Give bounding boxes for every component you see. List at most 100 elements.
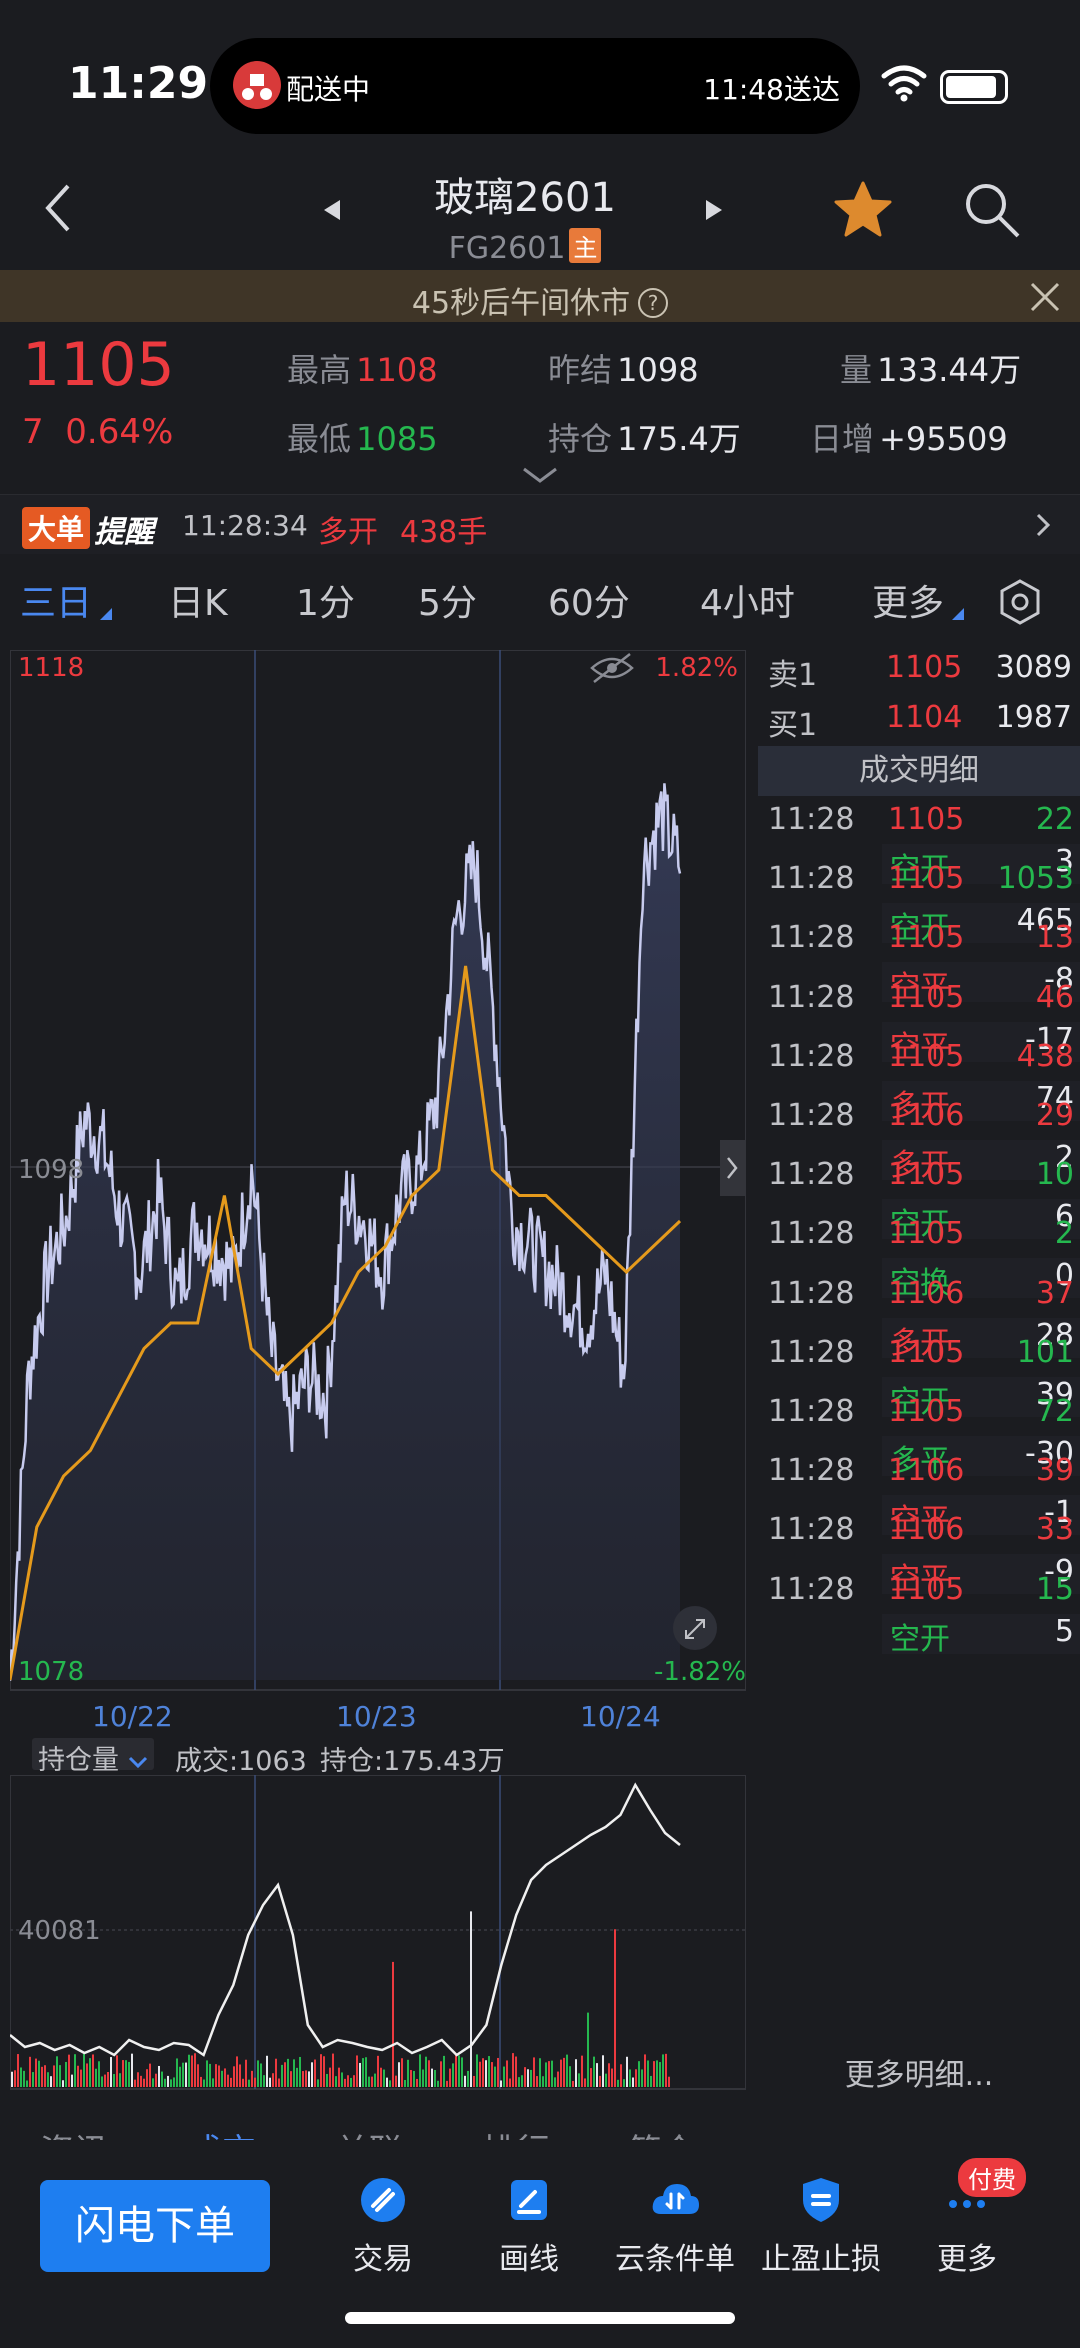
dynamic-island[interactable]: 配送中 11:48送达 xyxy=(210,38,860,134)
y-axis-high: 1118 xyxy=(18,653,84,683)
indicator-select[interactable]: 持仓量 xyxy=(32,1738,154,1776)
tab-5min[interactable]: 5分 xyxy=(418,583,477,624)
chevron-down-icon[interactable] xyxy=(522,465,558,485)
sell1-price: 1105 xyxy=(886,650,963,685)
trade-row: 11:28 1105 13 空平 -8 xyxy=(758,916,1080,1005)
cloud-order-button[interactable]: 云条件单 xyxy=(605,2176,745,2278)
sell1-row: 卖1 1105 3089 xyxy=(758,650,1080,700)
notice-text: 45秒后午间休市? xyxy=(0,278,1080,322)
trade-kind: 空开 xyxy=(890,911,950,947)
search-icon[interactable] xyxy=(962,180,1022,240)
trade-detail-header[interactable]: 成交明细 xyxy=(758,746,1080,796)
fullscreen-icon[interactable] xyxy=(673,1606,717,1650)
trade-volume: 39 xyxy=(1035,1453,1074,1489)
low-value: 1085 xyxy=(356,420,438,458)
trade-oi-change: 5 xyxy=(1054,1613,1074,1649)
period-tabs: 三日 日K 1分 5分 60分 4小时 更多 xyxy=(0,564,1080,640)
tab-1min[interactable]: 1分 xyxy=(296,583,355,624)
trade-row: 11:28 1106 37 多开 28 xyxy=(758,1272,1080,1361)
help-icon[interactable]: ? xyxy=(638,288,669,318)
draw-line-label: 画线 xyxy=(499,2242,559,2277)
stop-profit-loss-button[interactable]: 止盈止损 xyxy=(751,2176,891,2278)
trade-price: 1105 xyxy=(888,1334,965,1370)
main-contract-badge: 主 xyxy=(569,228,602,263)
back-icon[interactable] xyxy=(40,180,76,236)
trade-time: 11:28 xyxy=(768,1098,855,1133)
sub-axis-label: 40081 xyxy=(18,1916,101,1946)
more-button[interactable]: 更多 xyxy=(897,2176,1037,2278)
trade-oi-change: 74 xyxy=(1035,1080,1074,1116)
home-indicator[interactable] xyxy=(345,2312,735,2324)
trade-icon xyxy=(361,2178,405,2222)
tab-daily-k[interactable]: 日K xyxy=(168,583,228,624)
high-field: 最高 1108 xyxy=(287,345,438,391)
tab-dropdown-marker xyxy=(100,608,112,620)
delivery-icon xyxy=(233,61,281,109)
close-icon[interactable] xyxy=(1030,282,1060,312)
sub-oi-text: 持仓:175.43万 xyxy=(320,1746,505,1777)
more-label: 更多 xyxy=(937,2242,997,2277)
indicator-select-label: 持仓量 xyxy=(38,1745,119,1776)
chevron-right-icon[interactable] xyxy=(1036,513,1050,537)
trade-kind: 空开 xyxy=(890,852,950,887)
next-contract-icon[interactable] xyxy=(704,198,724,222)
trade-label: 交易 xyxy=(353,2242,413,2277)
tab-more[interactable]: 更多 xyxy=(872,583,945,624)
change-percent: 0.64% xyxy=(65,412,174,452)
trade-oi-change: 2 xyxy=(1054,1140,1074,1175)
trade-oi-change: -9 xyxy=(1044,1554,1074,1590)
open-interest-value: 175.4万 xyxy=(617,420,741,458)
trade-volume: 72 xyxy=(1035,1394,1074,1429)
hide-eye-icon[interactable] xyxy=(590,653,634,683)
trade-button[interactable]: 交易 xyxy=(313,2176,453,2278)
prev-contract-icon[interactable] xyxy=(322,198,342,222)
sell1-volume: 3089 xyxy=(995,650,1072,685)
daily-inc-field: 日增 +95509 xyxy=(810,414,1008,460)
buy1-row: 买1 1104 1987 xyxy=(758,700,1080,750)
buy1-price: 1104 xyxy=(886,700,963,735)
volume-value: 133.44万 xyxy=(877,351,1022,389)
tab-4hour[interactable]: 4小时 xyxy=(700,583,795,624)
notice-message: 45秒后午间休市 xyxy=(411,286,631,321)
trade-kind: 空平 xyxy=(890,1503,950,1539)
trade-row: 11:28 1105 101 空开 39 xyxy=(758,1331,1080,1420)
tab-more-marker xyxy=(952,608,964,620)
trade-volume: 37 xyxy=(1035,1275,1074,1311)
tab-three-day[interactable]: 三日 xyxy=(20,583,93,624)
volume-field: 量 133.44万 xyxy=(840,345,1021,391)
trade-detail-panel: 卖1 1105 3089 买1 1104 1987 成交明细 11:28 1105… xyxy=(758,650,1080,2110)
more-detail-link[interactable]: 更多明细... xyxy=(844,2058,994,2093)
trade-kind-row: 空开 6 xyxy=(882,1199,1080,1242)
price-line xyxy=(10,783,682,1681)
page-title: 玻璃2601 xyxy=(434,175,616,221)
delivery-status: 配送中 xyxy=(286,73,371,106)
market-break-notice: 45秒后午间休市? xyxy=(0,270,1080,322)
draw-line-button[interactable]: 画线 xyxy=(459,2176,599,2278)
trade-volume: 2 xyxy=(1054,1216,1074,1252)
big-order-alert[interactable]: 大单 提醒 11:28:34 多开 438手 xyxy=(0,494,1080,554)
trade-kind-row: 空换 0 xyxy=(882,1258,1080,1301)
trade-row: 11:28 1105 438 多开 74 xyxy=(758,1035,1080,1124)
chart-scroll-handle[interactable] xyxy=(720,1140,746,1196)
high-value: 1108 xyxy=(356,351,438,389)
contract-code: FG2601 主 xyxy=(380,228,670,266)
buy1-label: 买1 xyxy=(768,708,818,743)
volume-bars xyxy=(11,1911,670,2087)
daily-inc-value: +95509 xyxy=(879,420,1008,458)
price-chart[interactable]: 1118 1.82% 1098 1078 -1.82% xyxy=(10,650,746,1692)
trade-time: 11:28 xyxy=(768,979,855,1015)
shield-icon xyxy=(803,2178,839,2222)
trade-kind-row: 空平 -8 xyxy=(882,962,1080,1005)
volume-oi-chart[interactable]: 40081 xyxy=(10,1775,746,2091)
trade-price: 1105 xyxy=(888,920,965,956)
trade-volume: 438 xyxy=(1016,1038,1074,1074)
trade-kind: 多开 xyxy=(890,1088,950,1124)
star-icon[interactable] xyxy=(832,180,894,240)
flash-order-button[interactable]: 闪电下单 xyxy=(40,2180,270,2272)
date-label: 10/22 xyxy=(92,1700,173,1733)
settings-icon[interactable] xyxy=(996,578,1044,626)
trade-row: 11:28 1105 2 空换 0 xyxy=(758,1212,1080,1301)
tab-60min[interactable]: 60分 xyxy=(548,583,630,624)
cloud-icon xyxy=(652,2184,699,2214)
trade-oi-change: 28 xyxy=(1035,1317,1074,1353)
